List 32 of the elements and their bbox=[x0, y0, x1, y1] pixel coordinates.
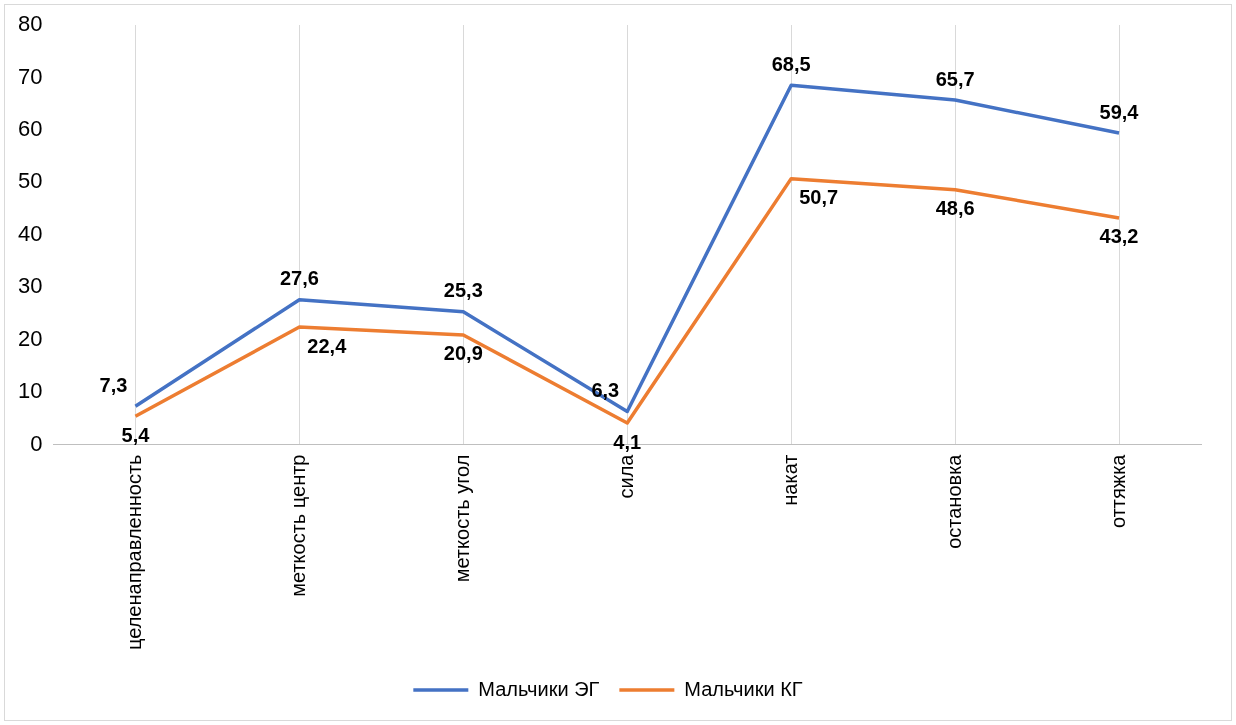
y-tick-label: 80 bbox=[17, 11, 43, 37]
x-tick-label: меткость угол bbox=[450, 454, 473, 583]
x-tick-label: накат bbox=[778, 454, 801, 506]
data-label: 22,4 bbox=[307, 334, 348, 357]
data-label: 20,9 bbox=[443, 342, 483, 365]
y-tick-label: 70 bbox=[17, 63, 43, 89]
x-tick-label: остановка bbox=[942, 453, 965, 549]
x-tick-label: целенаправленность bbox=[122, 454, 145, 651]
data-label: 68,5 bbox=[771, 52, 811, 75]
data-label: 5,4 bbox=[121, 423, 151, 446]
y-tick-label: 10 bbox=[17, 378, 43, 404]
y-tick-label: 50 bbox=[17, 168, 43, 194]
data-label: 59,4 bbox=[1099, 100, 1140, 123]
data-label: 7,3 bbox=[99, 373, 128, 396]
x-tick-label: оттяжка bbox=[1106, 453, 1129, 529]
y-tick-label: 40 bbox=[17, 220, 43, 246]
data-label: 48,6 bbox=[935, 197, 975, 220]
data-label: 6,3 bbox=[591, 379, 620, 401]
y-tick-label: 0 bbox=[30, 430, 43, 456]
data-label: 27,6 bbox=[279, 267, 319, 290]
data-label: 25,3 bbox=[443, 279, 483, 302]
data-label: 50,7 bbox=[799, 186, 839, 209]
data-label: 4,1 bbox=[613, 430, 642, 453]
x-tick-label: меткость центр bbox=[286, 454, 309, 597]
y-tick-label: 30 bbox=[17, 273, 43, 299]
y-tick-label: 60 bbox=[17, 115, 43, 141]
x-tick-label: сила bbox=[614, 453, 637, 499]
legend-label: Мальчики КГ bbox=[684, 677, 803, 700]
data-label: 43,2 bbox=[1099, 225, 1139, 248]
y-tick-label: 20 bbox=[17, 325, 43, 351]
data-label: 65,7 bbox=[935, 67, 975, 90]
legend-label: Мальчики ЭГ bbox=[478, 677, 600, 700]
